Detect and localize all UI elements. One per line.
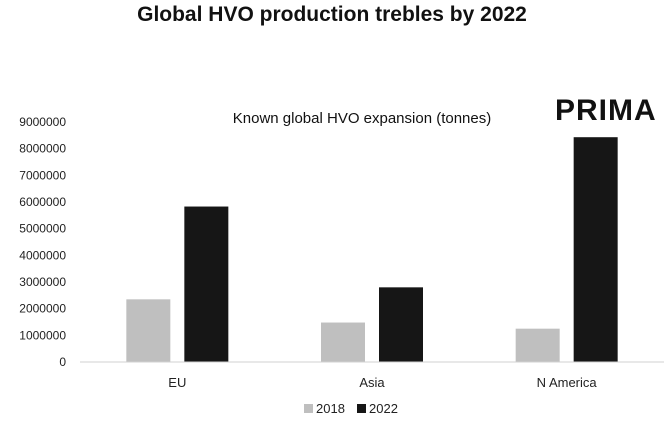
chart-title: Known global HVO expansion (tonnes) <box>233 110 492 127</box>
headline: Global HVO production trebles by 2022 <box>137 3 527 26</box>
x-tick-label: Asia <box>359 375 385 390</box>
legend-swatch-2022 <box>357 404 366 413</box>
bars <box>126 137 618 362</box>
y-tick-label: 8000000 <box>19 142 66 156</box>
x-tick-label: EU <box>168 375 186 390</box>
bar-2022-eu <box>184 206 229 362</box>
legend-swatch-2018 <box>304 404 313 413</box>
x-tick-label: N America <box>537 375 598 390</box>
y-tick-label: 1000000 <box>19 328 66 342</box>
bar-2018-n-america <box>515 328 560 362</box>
y-tick-label: 6000000 <box>19 195 66 209</box>
y-tick-label: 0 <box>59 355 66 369</box>
x-axis-labels: EU Asia N America <box>168 375 597 390</box>
y-tick-label: 2000000 <box>19 302 66 316</box>
y-tick-label: 4000000 <box>19 248 66 262</box>
legend: 2018 2022 <box>304 401 398 416</box>
y-tick-label: 7000000 <box>19 168 66 182</box>
bar-2018-eu <box>126 299 171 362</box>
y-axis-ticks: 0 1000000 2000000 3000000 4000000 5000000 6000… <box>19 115 66 369</box>
y-tick-label: 9000000 <box>19 115 66 129</box>
bar-2022-n-america <box>573 137 618 362</box>
legend-label-2018: 2018 <box>316 401 345 416</box>
bar-2018-asia <box>321 322 365 362</box>
y-tick-label: 5000000 <box>19 222 66 236</box>
legend-label-2022: 2022 <box>369 401 398 416</box>
bar-2022-asia <box>379 287 423 362</box>
y-tick-label: 3000000 <box>19 275 66 289</box>
prima-logo: PRIMA <box>555 94 657 127</box>
